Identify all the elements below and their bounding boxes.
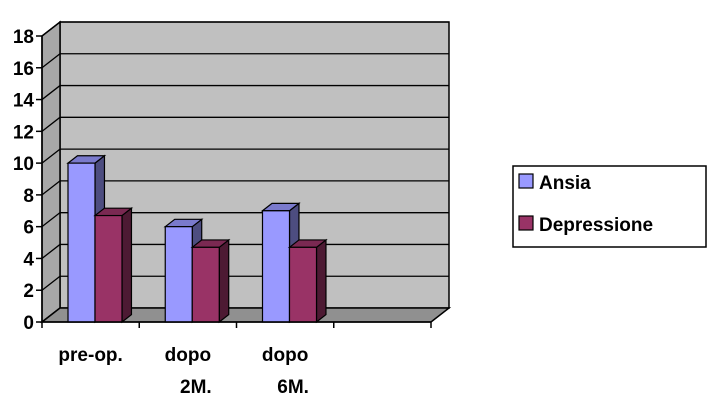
bar-side xyxy=(218,238,230,324)
x-category-label: pre-op. xyxy=(58,345,122,366)
bar-depressione xyxy=(287,238,328,324)
bar-depressione xyxy=(93,206,134,324)
legend: Ansia Depressione xyxy=(512,165,707,248)
gridline xyxy=(41,212,449,228)
y-tick-label: 10 xyxy=(13,154,34,175)
legend-swatch xyxy=(518,173,534,189)
axes xyxy=(36,35,432,328)
gridlines xyxy=(41,21,449,291)
side-wall xyxy=(41,20,61,324)
x-category-label: dopo 2M. xyxy=(165,345,212,398)
bar-side xyxy=(121,206,133,324)
gridline xyxy=(41,180,449,196)
y-tick-label: 18 xyxy=(13,27,34,48)
bar-depressione xyxy=(190,238,231,324)
y-tick-label: 12 xyxy=(13,122,34,143)
y-tick-label: 2 xyxy=(23,281,34,302)
bar-front xyxy=(191,246,220,323)
legend-label: Depressione xyxy=(539,215,653,236)
y-tick-label: 0 xyxy=(23,313,34,334)
gridline xyxy=(41,21,449,37)
bar-side xyxy=(315,238,327,324)
y-tick-label: 8 xyxy=(23,186,34,207)
legend-swatch xyxy=(518,215,534,231)
y-tick-label: 6 xyxy=(23,218,34,239)
y-tick-label: 4 xyxy=(23,249,34,270)
bar-front xyxy=(67,162,96,323)
gridline xyxy=(41,116,449,132)
x-category-labels: pre-op. dopo 2M. dopo 6M. xyxy=(58,345,309,398)
bar-front xyxy=(94,214,123,323)
y-tick-labels: 0 2 4 6 8 10 12 14 16 18 xyxy=(13,27,35,334)
bar-front xyxy=(164,226,193,323)
legend-label: Ansia xyxy=(539,173,591,194)
legend-box xyxy=(512,165,707,248)
x-category-label: dopo 6M. xyxy=(262,345,309,398)
y-tick-label: 16 xyxy=(13,59,34,80)
bar-front xyxy=(261,210,291,323)
bar-front xyxy=(288,246,318,323)
gridline xyxy=(41,53,449,69)
y-tick-label: 14 xyxy=(13,91,35,112)
gridline xyxy=(41,84,449,101)
gridline xyxy=(41,148,449,164)
